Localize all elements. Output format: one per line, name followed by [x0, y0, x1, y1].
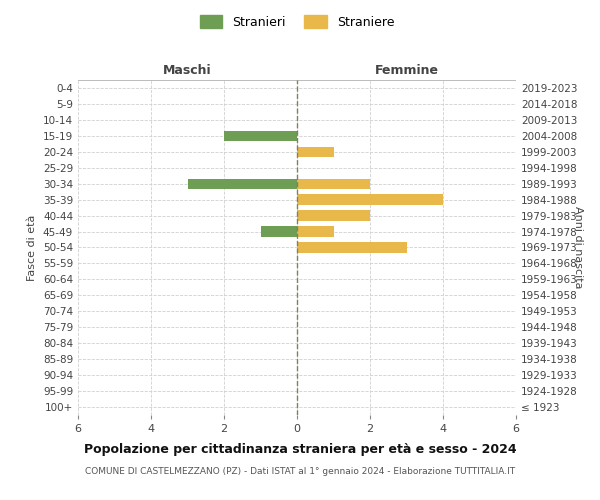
Text: Maschi: Maschi	[163, 64, 212, 77]
Text: Popolazione per cittadinanza straniera per età e sesso - 2024: Popolazione per cittadinanza straniera p…	[83, 442, 517, 456]
Text: Femmine: Femmine	[374, 64, 439, 77]
Y-axis label: Anni di nascita: Anni di nascita	[573, 206, 583, 288]
Bar	[224, 130, 297, 141]
Bar	[297, 194, 443, 205]
Bar	[297, 178, 370, 189]
Bar	[260, 226, 297, 236]
Bar	[188, 178, 297, 189]
Bar	[297, 146, 334, 157]
Y-axis label: Fasce di età: Fasce di età	[28, 214, 37, 280]
Legend: Stranieri, Straniere: Stranieri, Straniere	[197, 12, 397, 31]
Text: COMUNE DI CASTELMEZZANO (PZ) - Dati ISTAT al 1° gennaio 2024 - Elaborazione TUTT: COMUNE DI CASTELMEZZANO (PZ) - Dati ISTA…	[85, 468, 515, 476]
Bar	[297, 210, 370, 221]
Bar	[297, 242, 407, 252]
Bar	[297, 226, 334, 236]
